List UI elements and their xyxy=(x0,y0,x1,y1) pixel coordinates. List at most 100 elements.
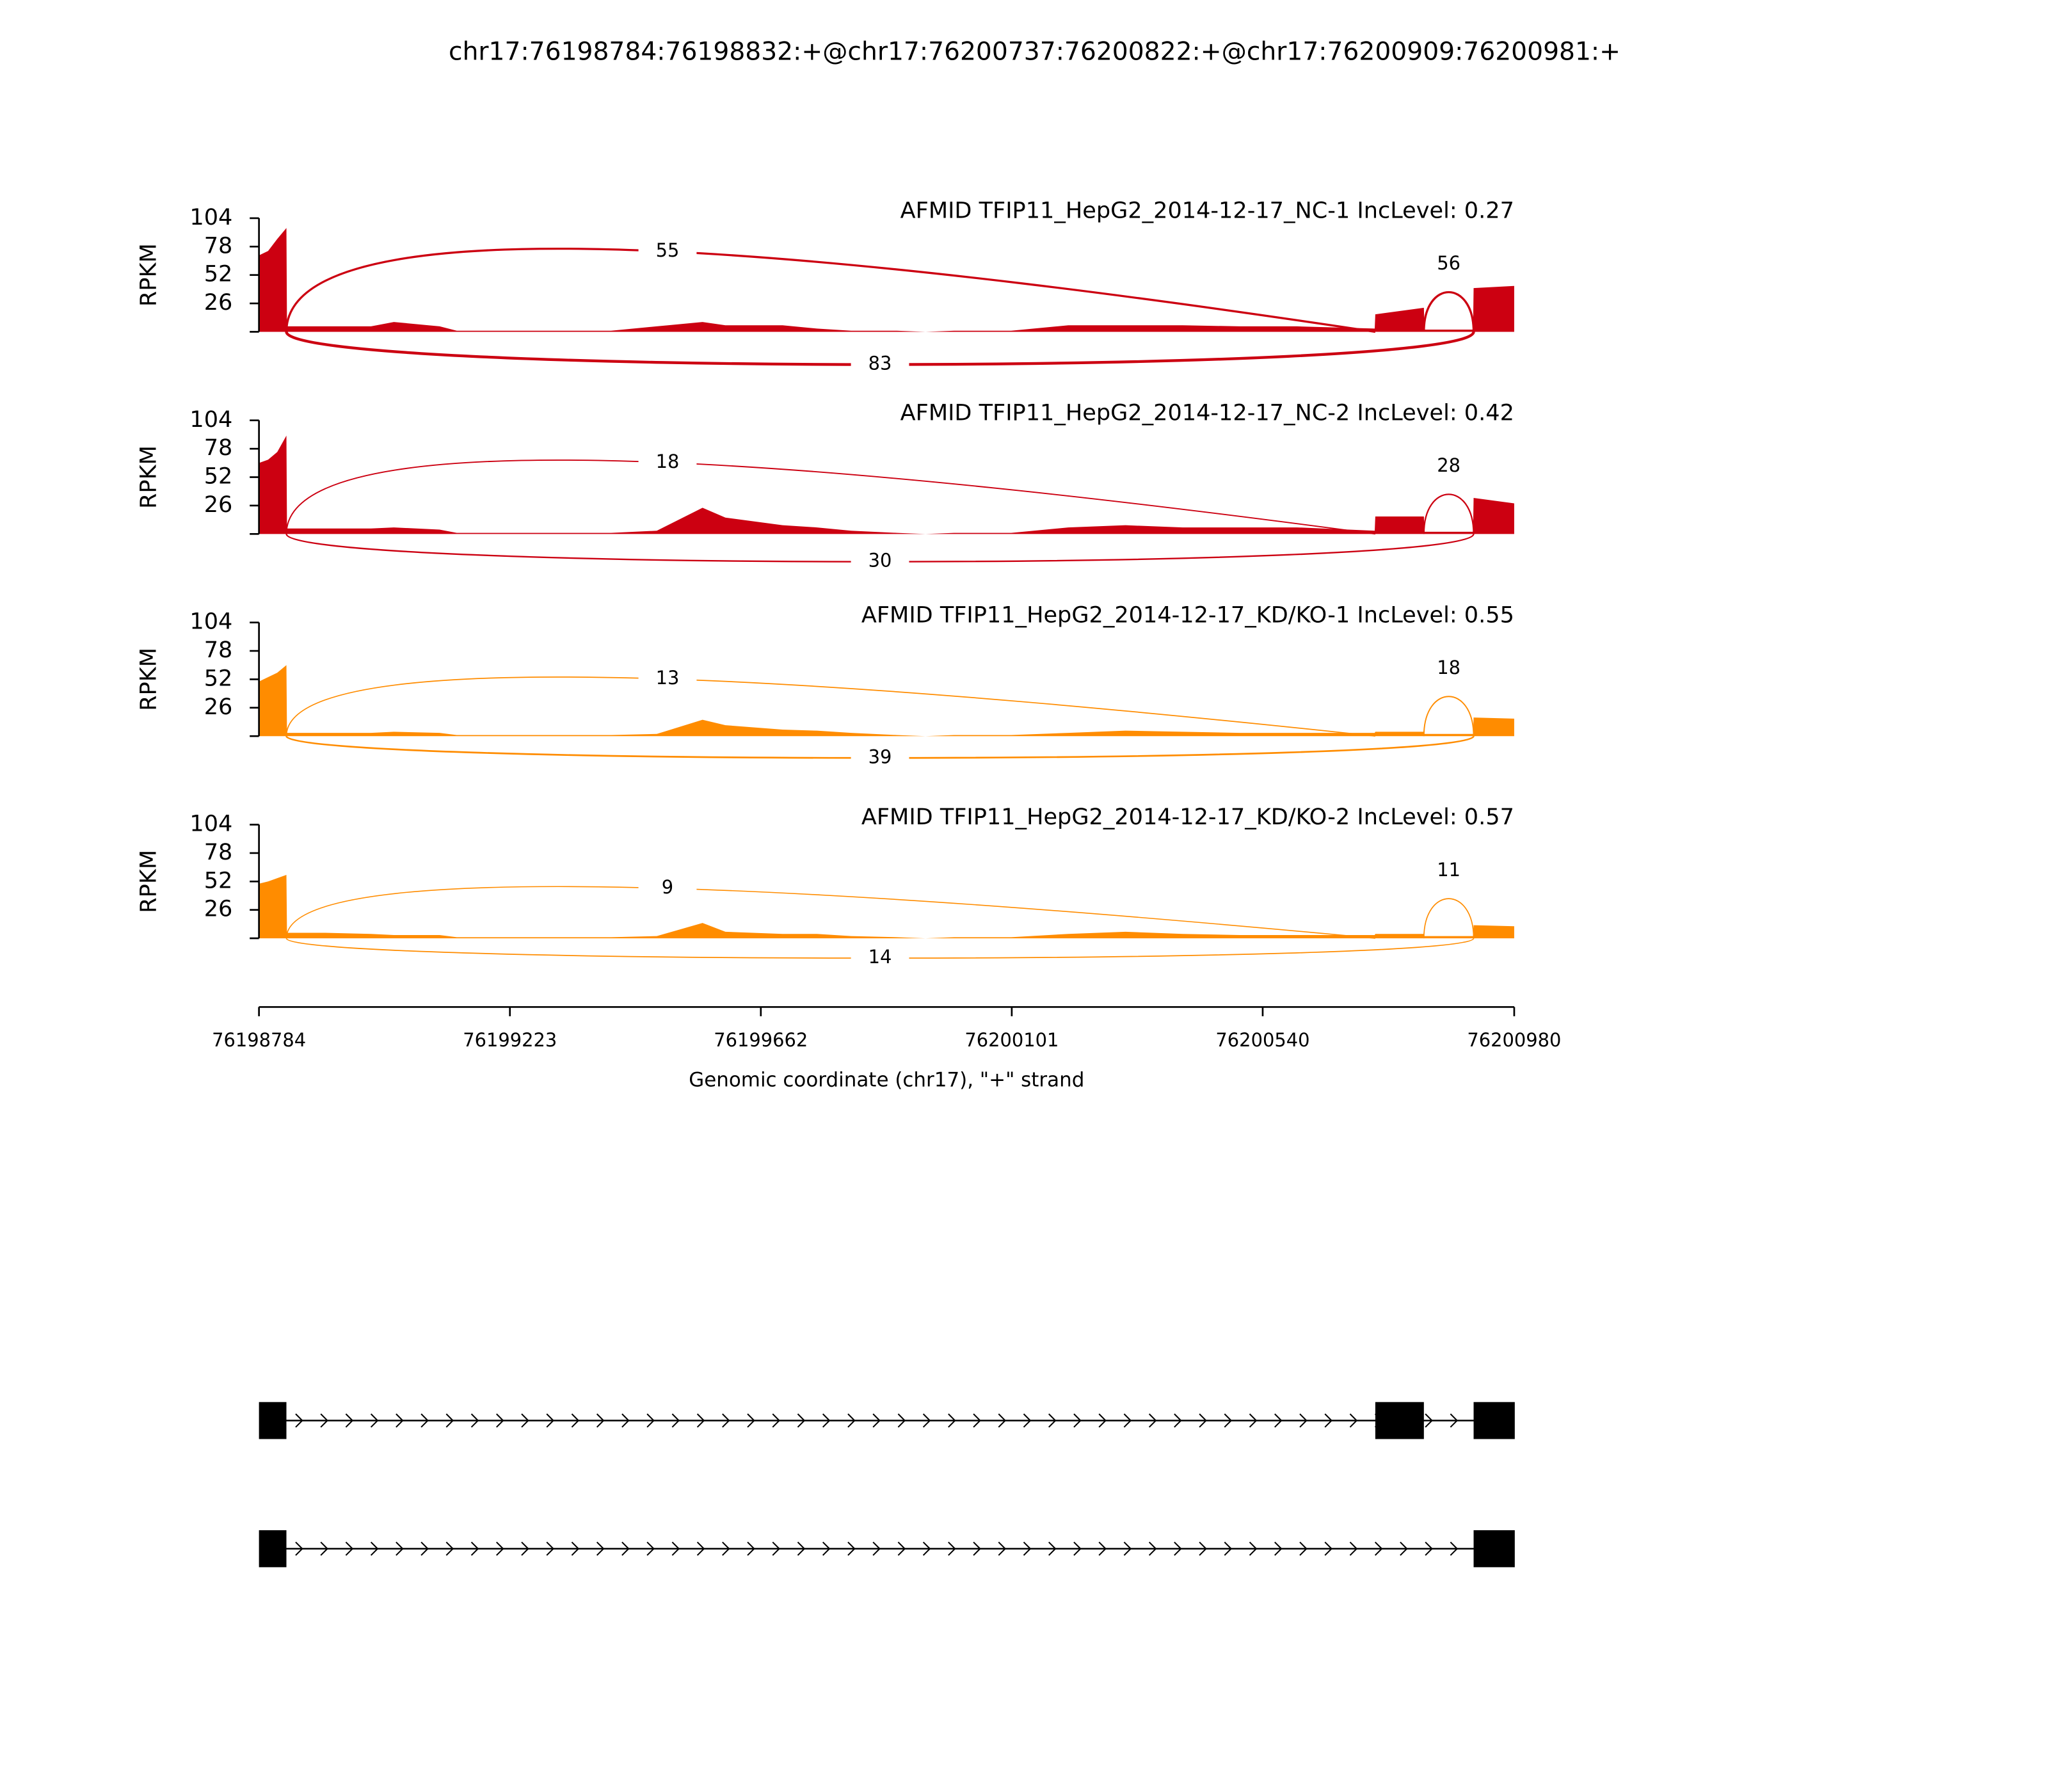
track-label: AFMID TFIP11_HepG2_2014-12-17_KD/KO-1 In… xyxy=(861,602,1514,628)
strand-arrow xyxy=(1299,1413,1308,1428)
label-bg xyxy=(638,241,697,262)
strand-arrow xyxy=(696,1541,705,1556)
strand-arrow xyxy=(445,1541,454,1556)
junction-arc xyxy=(1423,898,1475,939)
y-tick-label: 104 xyxy=(189,811,232,837)
strand-arrow xyxy=(621,1541,630,1556)
strand-arrow xyxy=(772,1541,781,1556)
junction-arc xyxy=(285,248,1376,333)
label-bg xyxy=(851,551,909,573)
strand-arrow xyxy=(1450,1413,1459,1428)
strand-arrow xyxy=(1098,1413,1107,1428)
strand-arrow xyxy=(822,1413,831,1428)
strand-arrow xyxy=(1174,1413,1182,1428)
junction-count: 39 xyxy=(868,746,892,767)
strand-arrow xyxy=(948,1541,956,1556)
strand-arrow xyxy=(1274,1541,1283,1556)
strand-arrow xyxy=(1148,1541,1157,1556)
exon xyxy=(1473,1402,1515,1439)
track-label: AFMID TFIP11_HepG2_2014-12-17_NC-1 IncLe… xyxy=(900,198,1514,224)
strand-arrow xyxy=(1048,1541,1057,1556)
strand-arrow xyxy=(370,1413,379,1428)
strand-arrow xyxy=(596,1541,605,1556)
junction-count: 9 xyxy=(662,876,673,898)
strand-arrow xyxy=(948,1413,956,1428)
junction-count: 28 xyxy=(1437,454,1460,476)
strand-arrow xyxy=(973,1541,981,1556)
x-tick-label: 76200101 xyxy=(964,1029,1059,1051)
strand-arrow xyxy=(1425,1541,1433,1556)
x-tick-label: 76200980 xyxy=(1467,1029,1561,1051)
strand-arrow xyxy=(797,1413,806,1428)
junction-arc xyxy=(285,676,1376,737)
y-axis-label: RPKM xyxy=(135,243,161,307)
y-tick-label: 26 xyxy=(204,896,233,922)
strand-arrow xyxy=(571,1413,580,1428)
junction-count: 30 xyxy=(868,550,892,572)
strand-arrow xyxy=(546,1541,555,1556)
strand-arrow xyxy=(496,1541,504,1556)
strand-arrow xyxy=(1199,1541,1207,1556)
y-axis-label: RPKM xyxy=(135,850,161,913)
strand-arrow xyxy=(1073,1413,1082,1428)
strand-arrow xyxy=(1324,1541,1333,1556)
strand-arrow xyxy=(797,1541,806,1556)
x-tick-label: 76198784 xyxy=(212,1029,306,1051)
junction-count: 14 xyxy=(868,946,892,968)
strand-arrow xyxy=(872,1413,881,1428)
strand-arrow xyxy=(1123,1413,1132,1428)
exon xyxy=(259,1530,287,1567)
label-bg xyxy=(638,452,697,474)
strand-arrow xyxy=(822,1541,831,1556)
strand-arrow xyxy=(320,1541,328,1556)
strand-arrow xyxy=(521,1413,529,1428)
strand-arrow xyxy=(998,1413,1007,1428)
strand-arrow xyxy=(1199,1413,1207,1428)
junction-count: 56 xyxy=(1437,252,1460,274)
strand-arrow xyxy=(646,1413,655,1428)
y-tick-label: 52 xyxy=(204,867,233,893)
strand-arrow xyxy=(1123,1541,1132,1556)
y-axis-label: RPKM xyxy=(135,648,161,711)
strand-arrow xyxy=(772,1413,781,1428)
y-tick-label: 52 xyxy=(204,463,233,490)
y-tick-label: 26 xyxy=(204,492,233,518)
label-bg xyxy=(1420,456,1478,477)
junction-count: 13 xyxy=(656,667,680,689)
strand-arrow xyxy=(1249,1541,1258,1556)
strand-arrow xyxy=(671,1541,680,1556)
x-tick-label: 76199223 xyxy=(463,1029,557,1051)
strand-arrow xyxy=(1224,1413,1233,1428)
track-label: AFMID TFIP11_HepG2_2014-12-17_KD/KO-2 In… xyxy=(861,804,1514,830)
strand-arrow xyxy=(345,1413,354,1428)
strand-arrow xyxy=(521,1541,529,1556)
junction-arc xyxy=(1423,291,1475,332)
strand-arrow xyxy=(546,1413,555,1428)
strand-arrow xyxy=(470,1541,479,1556)
strand-arrow xyxy=(722,1413,730,1428)
strand-arrow xyxy=(722,1541,730,1556)
label-bg xyxy=(638,877,697,899)
y-axis-label: RPKM xyxy=(135,445,161,509)
strand-arrow xyxy=(295,1413,303,1428)
strand-arrow xyxy=(320,1413,328,1428)
strand-arrow xyxy=(596,1413,605,1428)
label-bg xyxy=(1420,658,1478,680)
strand-arrow xyxy=(1349,1541,1358,1556)
label-bg xyxy=(638,668,697,690)
label-bg xyxy=(851,747,909,769)
junction-arc xyxy=(1423,696,1475,737)
strand-arrow xyxy=(1299,1541,1308,1556)
strand-arrow xyxy=(1374,1541,1383,1556)
strand-arrow xyxy=(922,1413,931,1428)
coverage-area xyxy=(259,875,1514,939)
strand-arrow xyxy=(747,1541,755,1556)
strand-arrow xyxy=(1324,1413,1333,1428)
coverage-area xyxy=(259,435,1514,534)
strand-arrow xyxy=(470,1413,479,1428)
exon xyxy=(1473,1530,1515,1567)
coverage-area xyxy=(259,228,1514,332)
strand-arrow xyxy=(445,1413,454,1428)
